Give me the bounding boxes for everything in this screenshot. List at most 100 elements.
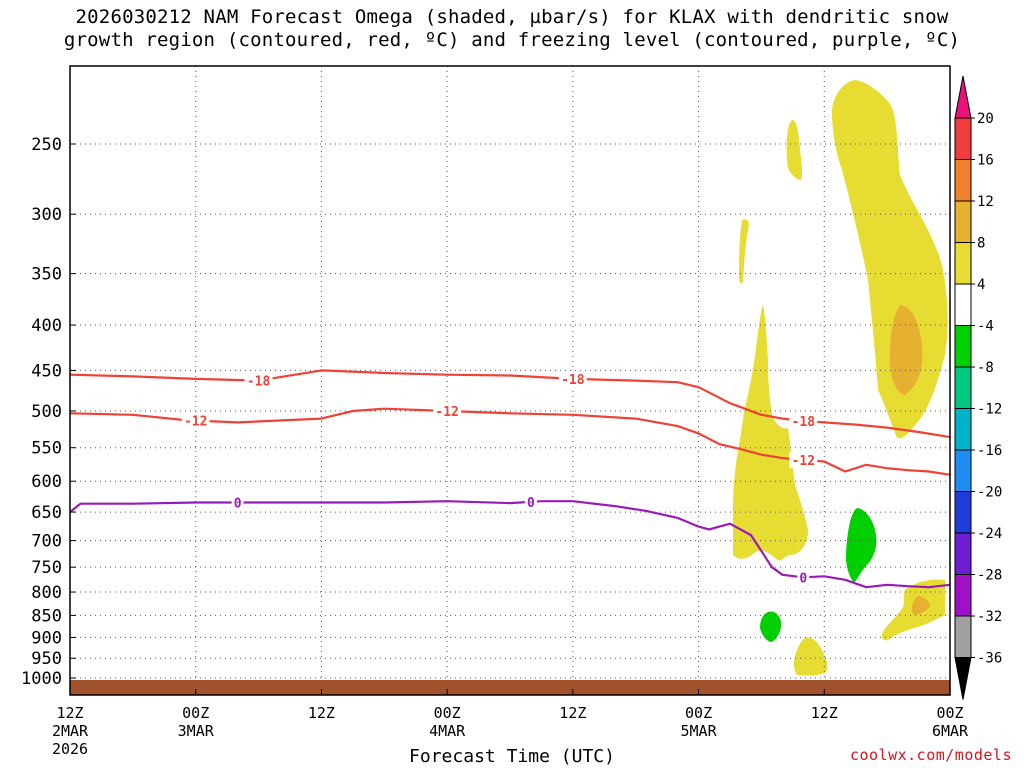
omega-region-thin-yellow-1 xyxy=(786,120,803,180)
colorbar-label: -36 xyxy=(977,651,1002,667)
contour-label: -12 xyxy=(435,405,458,420)
chart-title: 2026030212 NAM Forecast Omega (shaded, µ… xyxy=(0,6,1024,52)
colorbar-swatch xyxy=(954,325,972,368)
y-tick-label: 1000 xyxy=(21,669,62,689)
chart-title-line-2: growth region (contoured, red, ºC) and f… xyxy=(63,29,961,51)
x-tick-label: 00Z xyxy=(434,704,461,722)
contour-layer: -18 -18 -18 -12 -12 -12 0 0 0 xyxy=(69,369,951,589)
x-tick-date-label: 5MAR xyxy=(681,722,718,740)
colorbar-swatch xyxy=(954,283,972,326)
x-tick-date-label: 4MAR xyxy=(429,722,466,740)
colorbar-label: 12 xyxy=(977,194,994,210)
contour-label: -18 xyxy=(792,415,816,430)
y-tick-label: 350 xyxy=(31,265,62,285)
omega-region-mid-yellow xyxy=(733,305,808,561)
colorbar-label: -12 xyxy=(977,402,1002,418)
colorbar-swatch xyxy=(954,408,972,451)
omega-region-thin-yellow-2 xyxy=(739,219,749,284)
colorbar-label: -28 xyxy=(977,568,1002,584)
omega-region-upper-orange xyxy=(889,305,923,395)
colorbar-label: -20 xyxy=(977,485,1002,501)
x-tick-label: 00Z xyxy=(685,704,712,722)
contour-label-bg xyxy=(433,403,462,419)
contour-label-bg xyxy=(789,412,818,429)
contour-label: -18 xyxy=(561,373,585,388)
colorbar-label: 4 xyxy=(977,277,985,293)
x-tick-label: 00Z xyxy=(936,704,963,722)
contour-label: -12 xyxy=(792,454,815,469)
colorbar-swatch xyxy=(954,615,972,658)
y-tick-label: 900 xyxy=(31,628,62,648)
contour-label-bg xyxy=(181,412,210,429)
omega-region-green-2 xyxy=(760,611,782,642)
contour-label: 0 xyxy=(799,571,807,586)
contour-line-2 xyxy=(69,500,951,589)
colorbar-top-arrow xyxy=(954,75,972,119)
colorbar-label: -32 xyxy=(977,609,1002,625)
y-tick-label: 700 xyxy=(31,532,62,552)
credit-link[interactable]: coolwx.com/models xyxy=(849,746,1012,764)
colorbar-swatch xyxy=(954,574,972,617)
colorbar-swatch xyxy=(954,200,972,243)
x-tick-label: 00Z xyxy=(182,704,209,722)
y-tick-label: 550 xyxy=(31,439,62,459)
x-axis-title: Forecast Time (UTC) xyxy=(409,746,615,767)
colorbar-swatch xyxy=(954,366,972,409)
colorbar-label: 20 xyxy=(977,111,994,127)
x-tick-label: 12Z xyxy=(559,704,586,722)
x-tick-label: 12Z xyxy=(56,704,83,722)
contour-label: -18 xyxy=(247,375,271,390)
x-tick-year-label: 2026 xyxy=(52,740,88,758)
contour-label-bg xyxy=(789,452,818,469)
contour-label: 0 xyxy=(527,496,535,511)
colorbar-swatch xyxy=(954,532,972,575)
x-tick-date-label: 3MAR xyxy=(178,722,215,740)
y-tick-label: 600 xyxy=(31,472,62,492)
chart-title-line-1: 2026030212 NAM Forecast Omega (shaded, µ… xyxy=(75,6,949,28)
x-tick-label: 12Z xyxy=(811,704,838,722)
contour-label: -12 xyxy=(184,415,207,430)
plot-frame xyxy=(69,65,951,696)
colorbar-label: -4 xyxy=(977,319,994,335)
y-tick-label: 450 xyxy=(31,361,62,381)
omega-region-lower-orange xyxy=(911,596,930,615)
omega-shading-layer xyxy=(733,80,948,676)
contour-label-bg xyxy=(244,372,273,389)
y-tick-label: 300 xyxy=(31,205,62,225)
contour-line-1 xyxy=(69,407,951,476)
contour-label-bg xyxy=(797,569,810,586)
colorbar-swatch xyxy=(954,242,972,285)
colorbar-label: 8 xyxy=(977,236,985,252)
axis-labels: 2503003504004505005506006507007508008509… xyxy=(21,135,969,758)
contour-label: 0 xyxy=(234,496,242,511)
y-tick-label: 950 xyxy=(31,649,62,669)
omega-region-surface-yellow xyxy=(793,637,828,676)
colorbar-swatch xyxy=(954,491,972,534)
contour-label-bg xyxy=(524,493,537,510)
y-tick-label: 800 xyxy=(31,583,62,603)
contour-label-bg xyxy=(558,370,587,387)
y-tick-label: 500 xyxy=(31,402,62,422)
x-tick-date-label: 6MAR xyxy=(932,722,969,740)
colorbar: 20 16 12 8 4 -4 -8 -12 -16 -20 -24 -28 -32 -36 xyxy=(954,75,1002,700)
y-tick-label: 650 xyxy=(31,503,62,523)
colorbar-label: -8 xyxy=(977,360,994,376)
colorbar-bottom-arrow xyxy=(954,657,972,700)
y-tick-label: 250 xyxy=(31,135,62,155)
x-tick-label: 12Z xyxy=(308,704,335,722)
contour-line-0 xyxy=(69,369,951,439)
terrain-ground xyxy=(70,680,950,695)
colorbar-swatch xyxy=(954,159,972,202)
colorbar-swatch xyxy=(954,117,972,160)
grid-layer xyxy=(70,66,950,695)
colorbar-label: -16 xyxy=(977,443,1002,459)
y-tick-label: 400 xyxy=(31,316,62,336)
y-tick-label: 850 xyxy=(31,606,62,626)
colorbar-label: -24 xyxy=(977,526,1002,542)
y-tick-label: 750 xyxy=(31,558,62,578)
x-tick-date-label: 2MAR xyxy=(52,722,89,740)
colorbar-label: 16 xyxy=(977,153,994,169)
omega-region-upper-yellow xyxy=(832,80,948,439)
omega-region-green-1 xyxy=(846,508,877,583)
